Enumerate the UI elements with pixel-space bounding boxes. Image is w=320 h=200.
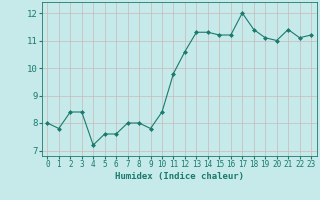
X-axis label: Humidex (Indice chaleur): Humidex (Indice chaleur) [115,172,244,181]
